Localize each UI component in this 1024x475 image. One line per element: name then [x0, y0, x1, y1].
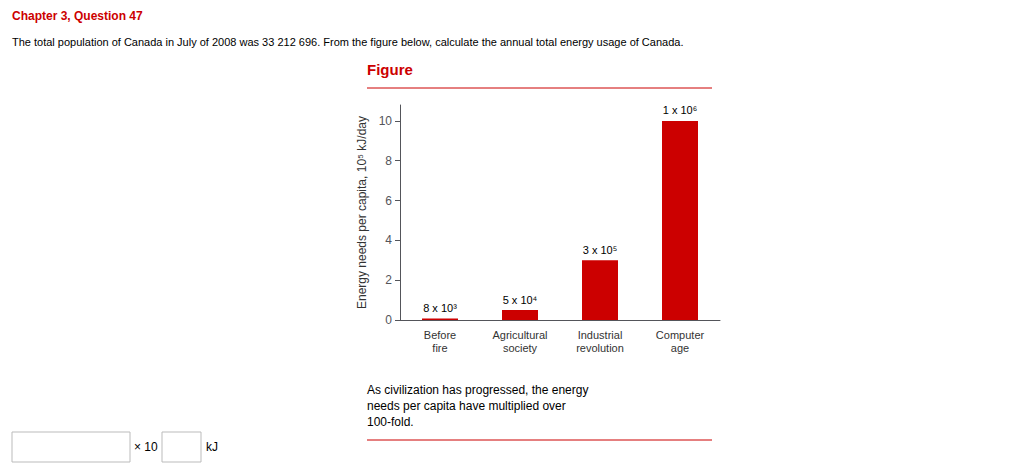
- svg-text:Industrial: Industrial: [578, 329, 623, 341]
- svg-text:10: 10: [379, 114, 393, 128]
- svg-text:2: 2: [385, 273, 392, 287]
- svg-text:Energy needs per capita, 10⁵ k: Energy needs per capita, 10⁵ kJ/day: [355, 116, 369, 309]
- svg-text:8 x 10³: 8 x 10³: [423, 302, 457, 314]
- svg-text:× 10: × 10: [134, 440, 158, 454]
- svg-text:4: 4: [385, 233, 392, 247]
- svg-text:8: 8: [385, 154, 392, 168]
- svg-text:needs per capita have multipli: needs per capita have multiplied over: [367, 399, 566, 413]
- svg-text:As civilization has progressed: As civilization has progressed, the ener…: [367, 383, 588, 397]
- svg-text:The total population of Canada: The total population of Canada in July o…: [12, 36, 683, 48]
- svg-text:Chapter 3, Question 47: Chapter 3, Question 47: [12, 9, 143, 23]
- svg-text:Agricultural: Agricultural: [492, 329, 547, 341]
- svg-text:age: age: [671, 342, 689, 354]
- svg-text:fire: fire: [432, 342, 447, 354]
- svg-text:5 x 10⁴: 5 x 10⁴: [503, 294, 538, 306]
- svg-text:Figure: Figure: [367, 61, 413, 78]
- svg-text:revolution: revolution: [576, 342, 624, 354]
- svg-text:100-fold.: 100-fold.: [367, 415, 414, 429]
- svg-text:Before: Before: [424, 329, 456, 341]
- svg-text:0: 0: [385, 313, 392, 327]
- svg-text:6: 6: [385, 194, 392, 208]
- svg-text:3 x 10⁵: 3 x 10⁵: [583, 244, 618, 256]
- svg-text:society: society: [503, 342, 538, 354]
- svg-text:Computer: Computer: [656, 329, 705, 341]
- svg-text:kJ: kJ: [206, 440, 218, 454]
- svg-text:1 x 10⁶: 1 x 10⁶: [663, 104, 698, 116]
